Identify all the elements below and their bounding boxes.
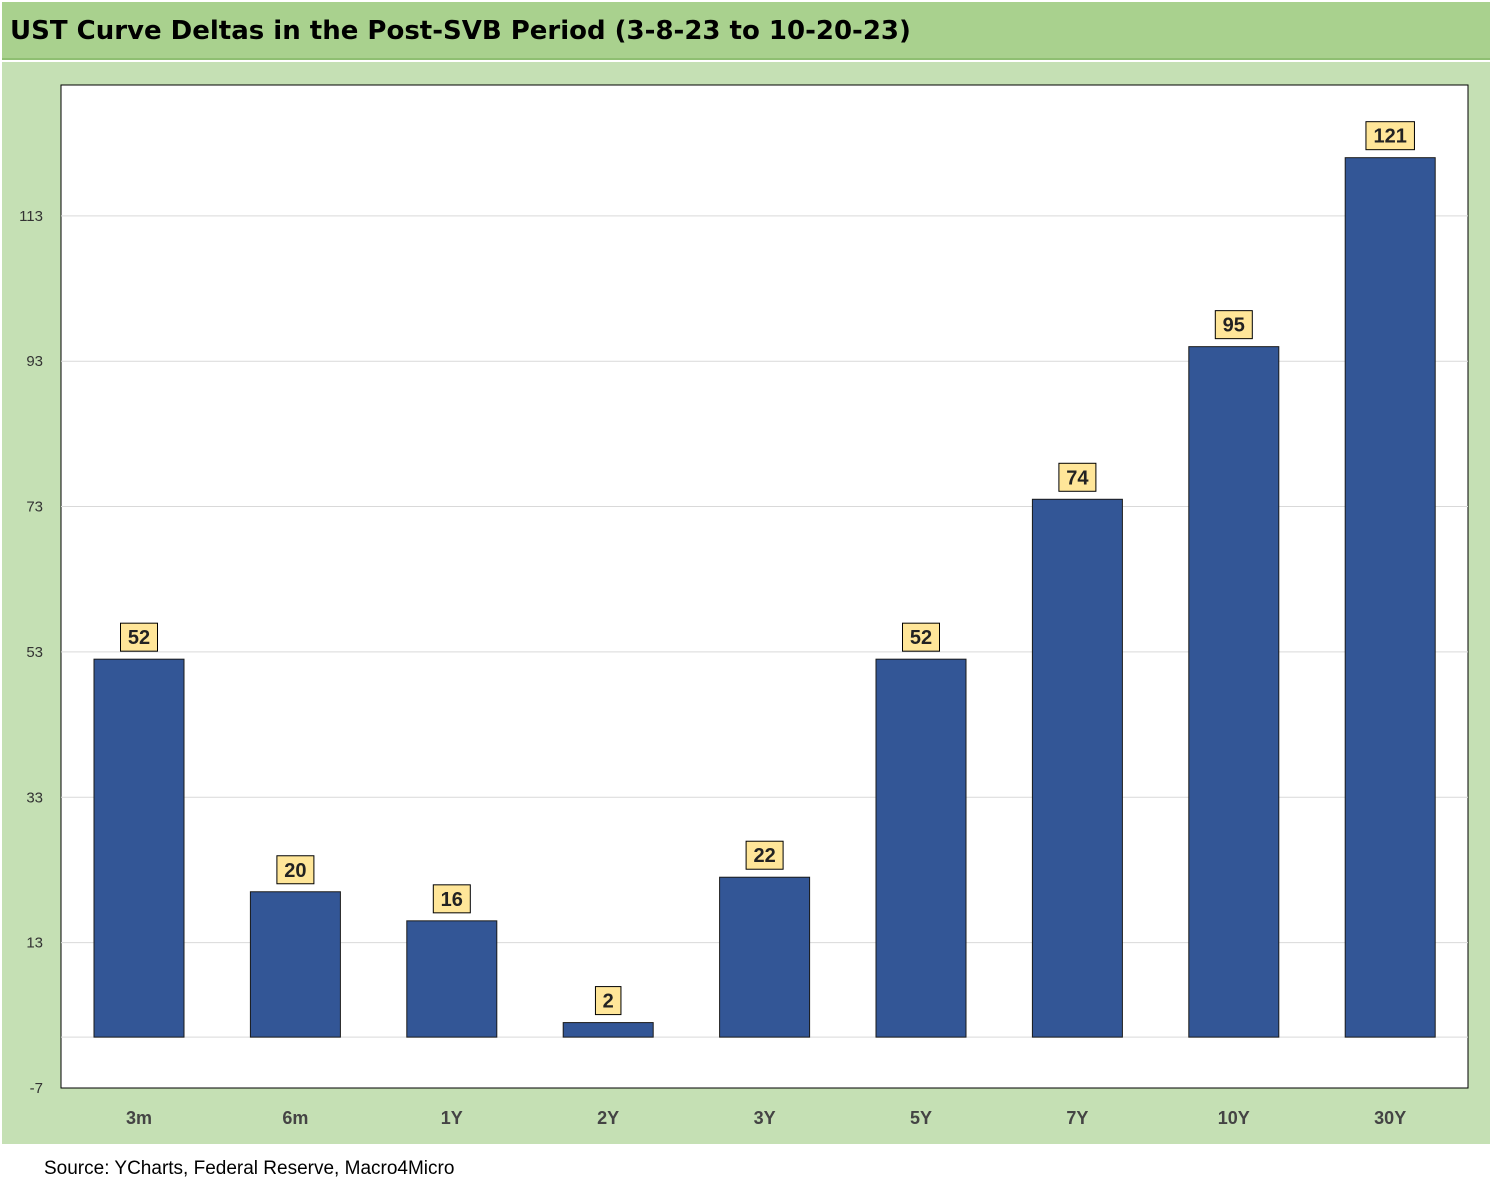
data-label-box <box>432 884 471 914</box>
x-tick-label: 30Y <box>1374 1108 1406 1128</box>
source-note: Source: YCharts, Federal Reserve, Macro4… <box>44 1158 455 1179</box>
bar <box>93 658 185 1038</box>
y-tick-label: 33 <box>26 789 43 806</box>
data-label: 2 <box>603 991 614 1013</box>
x-tick-label: 7Y <box>1066 1108 1088 1128</box>
bar <box>406 920 498 1038</box>
data-label: 74 <box>1066 467 1089 489</box>
y-tick-label: 13 <box>26 935 43 952</box>
x-tick-label: 3m <box>126 1108 152 1128</box>
bar <box>1031 498 1123 1038</box>
x-tick-label: 5Y <box>910 1108 932 1128</box>
bar <box>562 1022 654 1038</box>
y-tick-label: 93 <box>26 353 43 370</box>
x-axis-tick-labels: 3m 6m 1Y 2Y 3Y 5Y 7Y 10Y 30Y <box>126 1108 1406 1128</box>
y-tick-label: -7 <box>30 1080 43 1097</box>
data-label: 52 <box>910 627 932 649</box>
data-label-box <box>745 840 784 870</box>
data-label-box <box>1365 121 1415 151</box>
data-label: 121 <box>1374 126 1407 148</box>
y-axis-tick-labels: -7 13 33 53 73 93 113 <box>19 208 43 1097</box>
bar <box>1344 157 1436 1038</box>
y-tick-label: 73 <box>26 499 43 516</box>
data-label: 20 <box>284 860 306 882</box>
data-label-box <box>276 855 315 885</box>
x-tick-label: 6m <box>282 1108 308 1128</box>
x-tick-label: 2Y <box>597 1108 619 1128</box>
bar <box>875 658 967 1038</box>
bar <box>719 876 811 1038</box>
x-tick-label: 1Y <box>441 1108 463 1128</box>
x-tick-label: 3Y <box>754 1108 776 1128</box>
bars <box>93 157 1436 1038</box>
data-label-box <box>120 622 158 652</box>
x-tick-label: 10Y <box>1218 1108 1250 1128</box>
data-label: 95 <box>1223 315 1245 337</box>
chart-title: UST Curve Deltas in the Post-SVB Period … <box>10 16 911 46</box>
data-label-box <box>594 986 622 1016</box>
data-label: 52 <box>128 627 150 649</box>
title-bar: UST Curve Deltas in the Post-SVB Period … <box>2 2 1490 60</box>
data-label: 22 <box>753 845 775 867</box>
y-tick-label: 113 <box>19 208 43 225</box>
y-tick-label: 53 <box>26 644 43 661</box>
bar <box>1188 346 1280 1038</box>
bar <box>249 891 341 1038</box>
data-label-box <box>1214 310 1253 340</box>
data-label-box <box>1058 462 1097 492</box>
data-label: 16 <box>441 889 463 911</box>
data-label-box <box>902 622 940 652</box>
